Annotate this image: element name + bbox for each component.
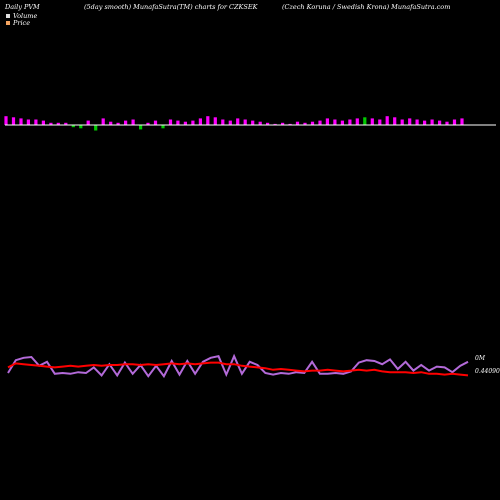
smooth-line bbox=[7, 361, 469, 377]
volume-axis-label: 0M bbox=[475, 355, 485, 362]
volume-bar bbox=[400, 119, 404, 125]
chart-subtitle: (Czech Koruna / Swedish Krona) MunafaSut… bbox=[282, 3, 451, 11]
volume-bar bbox=[273, 123, 277, 125]
volume-bar bbox=[318, 120, 322, 125]
volume-bar bbox=[11, 117, 16, 125]
volume-bar bbox=[64, 122, 68, 125]
volume-bar bbox=[131, 119, 135, 125]
volume-bar bbox=[438, 120, 442, 125]
volume-bar bbox=[198, 118, 202, 125]
volume-bar bbox=[333, 119, 337, 125]
legend-price-swatch bbox=[6, 21, 10, 25]
volume-bar bbox=[385, 116, 389, 125]
volume-bar bbox=[243, 119, 247, 125]
volume-bar bbox=[423, 120, 427, 125]
volume-bar bbox=[94, 125, 98, 131]
volume-bar bbox=[281, 122, 285, 125]
volume-bar bbox=[266, 122, 270, 125]
volume-bar bbox=[206, 116, 210, 125]
legend-volume-swatch bbox=[6, 14, 10, 18]
volume-bar bbox=[124, 120, 128, 125]
volume-bar bbox=[49, 122, 53, 125]
volume-bar bbox=[153, 120, 158, 125]
volume-bar bbox=[56, 122, 60, 125]
volume-bar bbox=[101, 118, 105, 125]
volume-bar bbox=[79, 125, 83, 129]
volume-bar bbox=[183, 121, 187, 125]
volume-bar bbox=[71, 125, 75, 128]
volume-bar bbox=[19, 118, 23, 125]
volume-bar bbox=[452, 119, 457, 125]
volume-bar bbox=[109, 121, 113, 125]
volume-bar bbox=[408, 118, 412, 125]
volume-bar bbox=[34, 119, 38, 125]
volume-bar bbox=[213, 117, 217, 125]
volume-bar bbox=[310, 121, 315, 125]
volume-bar bbox=[116, 122, 120, 125]
volume-bar bbox=[221, 119, 225, 125]
volume-bar bbox=[348, 119, 352, 125]
volume-bar bbox=[86, 120, 90, 125]
volume-bar bbox=[415, 119, 419, 125]
volume-bar bbox=[393, 117, 397, 125]
volume-bar bbox=[4, 116, 8, 125]
volume-bar bbox=[26, 119, 30, 125]
volume-bar bbox=[258, 121, 262, 125]
volume-bar bbox=[295, 121, 300, 125]
volume-bar bbox=[228, 120, 232, 125]
volume-bar bbox=[340, 120, 344, 125]
volume-bar bbox=[363, 117, 367, 125]
volume-bar bbox=[139, 125, 143, 130]
chart-title: (5day smooth) MunafaSutra(TM) charts for… bbox=[84, 3, 258, 11]
volume-bar bbox=[41, 120, 45, 125]
volume-bar bbox=[191, 120, 195, 125]
legend-price-label: Price bbox=[13, 19, 31, 27]
volume-bar bbox=[303, 122, 307, 125]
volume-bar bbox=[460, 118, 464, 125]
volume-bar bbox=[146, 122, 150, 125]
volume-bar bbox=[355, 118, 359, 125]
volume-bar bbox=[161, 125, 165, 129]
volume-bar bbox=[325, 118, 329, 125]
volume-bar bbox=[236, 118, 240, 125]
volume-bar bbox=[288, 123, 292, 125]
volume-bar bbox=[430, 119, 434, 125]
legend-volume: Volume bbox=[6, 12, 37, 20]
legend-price: Price bbox=[6, 19, 30, 27]
legend-volume-label: Volume bbox=[13, 12, 38, 20]
volume-bar bbox=[251, 120, 255, 125]
volume-bar bbox=[168, 119, 173, 125]
volume-bar bbox=[176, 120, 180, 125]
volume-bar bbox=[378, 119, 382, 125]
price-axis-label: 0.44090 bbox=[475, 368, 500, 375]
volume-bar bbox=[370, 118, 374, 125]
chart-title-left: Daily PVM bbox=[5, 3, 40, 11]
volume-bar bbox=[445, 121, 449, 125]
volume-bars bbox=[4, 116, 464, 131]
